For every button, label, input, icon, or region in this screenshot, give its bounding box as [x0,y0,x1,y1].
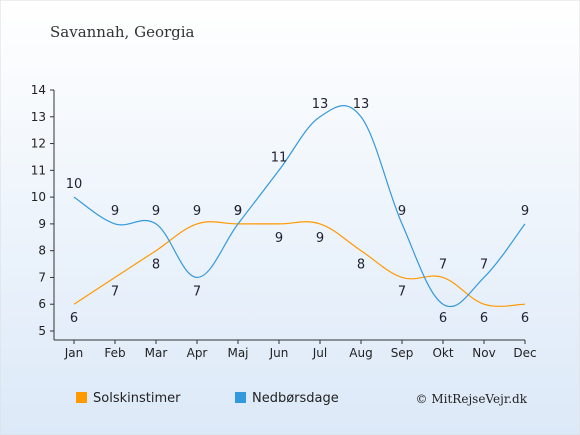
data-label-series-0: 9 [316,231,324,246]
data-label-series-0: 9 [275,231,283,246]
x-tick-label: Jun [269,346,289,360]
legend-swatch-0 [76,392,87,403]
chart-title: Savannah, Georgia [50,23,195,41]
data-label-series-1: 6 [439,311,447,326]
data-label-series-0: 7 [111,284,119,299]
data-label-series-0: 8 [152,258,160,273]
x-tick-label: Aug [349,346,372,360]
data-label-series-1: 7 [480,257,488,272]
y-tick-label: 13 [31,110,46,124]
data-label-series-0: 7 [398,284,406,299]
y-tick-label: 6 [38,297,46,311]
data-label-series-0: 6 [480,311,488,326]
data-label-series-1: 11 [271,150,288,165]
series-layer [73,105,526,308]
y-tick-label: 7 [38,270,46,284]
x-tick-label: Jan [64,346,84,360]
series-line-0 [73,221,526,307]
y-tick-label: 11 [31,163,46,177]
x-tick-label: Jul [312,346,327,360]
x-tick-label: Maj [227,346,248,360]
x-tick-label: Nov [472,346,495,360]
data-label-series-1: 9 [234,204,242,219]
x-tick-label: Okt [432,346,453,360]
x-tick-label: Dec [513,346,536,360]
y-tick-label: 10 [31,190,46,204]
series-line-1 [73,105,526,308]
legend: Solskinstimer Nedbørsdage [76,391,339,406]
data-label-series-0: 6 [521,311,529,326]
axes: 5 6 7 8 9 10 11 12 13 14 Jan Feb Mar Apr Maj Jun Jul Aug S… [31,83,537,360]
legend-label-1: Nedbørsdage [252,391,339,406]
data-label-series-0: 8 [357,258,365,273]
legend-swatch-1 [235,392,246,403]
data-label-series-1: 9 [152,204,160,219]
y-tick-label: 5 [38,324,46,338]
x-tick-label: Mar [145,346,168,360]
data-label-series-1: 9 [398,204,406,219]
data-label-series-0: 7 [439,257,447,272]
y-tick-label: 9 [38,217,46,231]
y-tick-label: 12 [31,137,46,151]
x-tick-label: Apr [187,346,208,360]
data-label-series-0: 9 [193,204,201,219]
data-label-series-1: 10 [66,177,83,192]
data-label-series-1: 9 [111,204,119,219]
data-label-series-0: 6 [70,311,78,326]
data-label-series-0: 9 [234,204,242,219]
data-label-series-1: 7 [193,284,201,299]
y-tick-label: 8 [38,244,46,258]
legend-label-0: Solskinstimer [93,391,181,406]
x-tick-label: Feb [104,346,125,360]
data-label-series-1: 13 [353,97,370,112]
data-label-series-1: 9 [521,204,529,219]
credit-text: © MitRejseVejr.dk [416,392,528,406]
data-label-series-1: 13 [312,97,329,112]
y-tick-label: 14 [31,83,46,97]
x-tick-label: Sep [391,346,414,360]
